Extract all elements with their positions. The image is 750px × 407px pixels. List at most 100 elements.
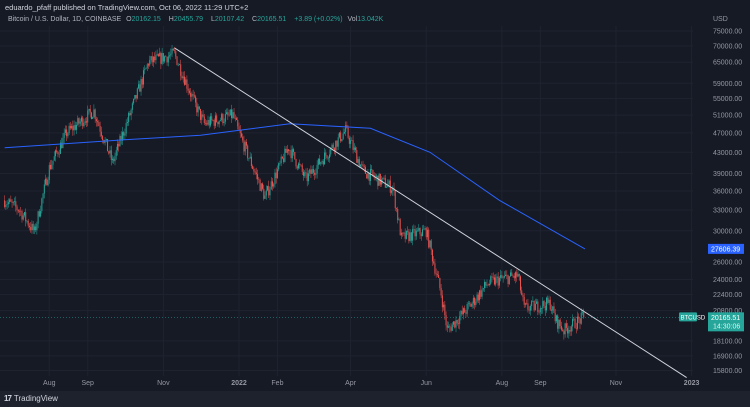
candle-body bbox=[28, 225, 30, 227]
candle-body bbox=[465, 312, 467, 314]
candle-body bbox=[247, 145, 249, 159]
candle-body bbox=[150, 56, 152, 61]
candle-body bbox=[71, 125, 73, 129]
candle-body bbox=[330, 148, 332, 155]
candle-body bbox=[130, 109, 132, 116]
candle-body bbox=[114, 155, 116, 162]
candle-body bbox=[112, 158, 114, 161]
candle-body bbox=[227, 112, 229, 115]
candle-body bbox=[160, 52, 162, 64]
candle-body bbox=[377, 175, 379, 186]
candle-body bbox=[327, 157, 329, 159]
candle-body bbox=[76, 124, 78, 130]
candle-body bbox=[263, 188, 265, 199]
candle-body bbox=[6, 204, 8, 205]
candle-body bbox=[379, 173, 381, 185]
candle-body bbox=[286, 149, 288, 153]
candle-body bbox=[100, 131, 102, 137]
candle-body bbox=[542, 301, 544, 309]
candle-body bbox=[10, 199, 12, 202]
candle-body bbox=[335, 140, 337, 151]
candle-body bbox=[412, 229, 414, 241]
candle-body bbox=[425, 228, 427, 238]
currency-label: USD bbox=[713, 16, 728, 23]
candle-body bbox=[135, 95, 137, 99]
candle-body bbox=[46, 178, 48, 186]
candle-body bbox=[511, 272, 513, 276]
candle-body bbox=[56, 150, 58, 153]
candle-body bbox=[72, 125, 74, 131]
candle-body bbox=[196, 102, 198, 113]
candle-body bbox=[221, 114, 223, 121]
candle-body bbox=[192, 94, 194, 96]
low-value: 20107.42 bbox=[214, 16, 245, 23]
candle-body bbox=[186, 79, 188, 89]
candle-body bbox=[98, 122, 100, 127]
candle-body bbox=[190, 92, 192, 97]
candle-body bbox=[392, 187, 394, 191]
y-tick-label: 16900.00 bbox=[713, 353, 742, 360]
candle-body bbox=[524, 303, 526, 305]
symbol-title[interactable]: Bitcoin / U.S. Dollar, 1D, COINBASE bbox=[8, 16, 122, 23]
candle-body bbox=[423, 229, 425, 230]
candle-body bbox=[156, 54, 158, 56]
candle-body bbox=[289, 150, 291, 152]
candle-body bbox=[414, 229, 416, 237]
candle-body bbox=[366, 173, 368, 179]
plot-area bbox=[4, 44, 586, 340]
candle-body bbox=[543, 301, 545, 307]
candle-body bbox=[255, 172, 257, 175]
footer: 17 TradingView bbox=[0, 391, 750, 407]
candle-body bbox=[464, 308, 466, 313]
candle-body bbox=[249, 156, 251, 159]
candle-body bbox=[371, 169, 373, 171]
candle-body bbox=[265, 190, 267, 196]
candle-body bbox=[560, 326, 562, 330]
candle-body bbox=[31, 223, 33, 231]
candle-body bbox=[527, 303, 529, 310]
candle-body bbox=[47, 180, 49, 186]
candle-body bbox=[477, 294, 479, 301]
candle-body bbox=[126, 122, 128, 124]
candle-body bbox=[383, 177, 385, 179]
high-label: H bbox=[168, 16, 174, 23]
candle-body bbox=[305, 172, 307, 174]
candle-body bbox=[224, 114, 226, 122]
tradingview-logo[interactable]: 17 TradingView bbox=[4, 394, 58, 403]
candle-body bbox=[544, 306, 546, 311]
y-tick-label: 26000.00 bbox=[713, 259, 742, 266]
symbol-tag-label: BTCUSD bbox=[681, 315, 706, 321]
candle-body bbox=[152, 56, 154, 63]
candle-body bbox=[213, 120, 215, 126]
candle-body bbox=[182, 76, 184, 79]
trendline[interactable] bbox=[174, 47, 687, 378]
candle-body bbox=[485, 281, 487, 286]
candle-body bbox=[409, 232, 411, 242]
candle-body bbox=[240, 133, 242, 137]
candle-body bbox=[538, 311, 540, 313]
candle-body bbox=[563, 330, 565, 335]
candle-body bbox=[352, 140, 354, 150]
candle-body bbox=[197, 106, 199, 113]
bar-countdown: 14:30:06 bbox=[713, 323, 740, 330]
candle-body bbox=[183, 76, 185, 85]
candle-body bbox=[368, 172, 370, 181]
candle-body bbox=[11, 201, 13, 203]
candle-body bbox=[94, 109, 96, 120]
candle-body bbox=[242, 136, 244, 141]
candle-body bbox=[372, 170, 374, 175]
y-tick-label: 47000.00 bbox=[713, 130, 742, 137]
x-tick-label: Nov bbox=[157, 380, 170, 387]
y-tick-label: 18100.00 bbox=[713, 338, 742, 345]
x-tick-label: Apr bbox=[345, 380, 357, 387]
candle-body bbox=[143, 70, 145, 85]
candle-body bbox=[405, 230, 407, 239]
candle-body bbox=[58, 153, 60, 155]
candle-body bbox=[218, 120, 220, 125]
y-tick-label: 59000.00 bbox=[713, 81, 742, 88]
candle-body bbox=[84, 121, 86, 123]
candle-body bbox=[577, 316, 579, 329]
candle-body bbox=[38, 211, 40, 217]
candle-body bbox=[429, 240, 431, 248]
